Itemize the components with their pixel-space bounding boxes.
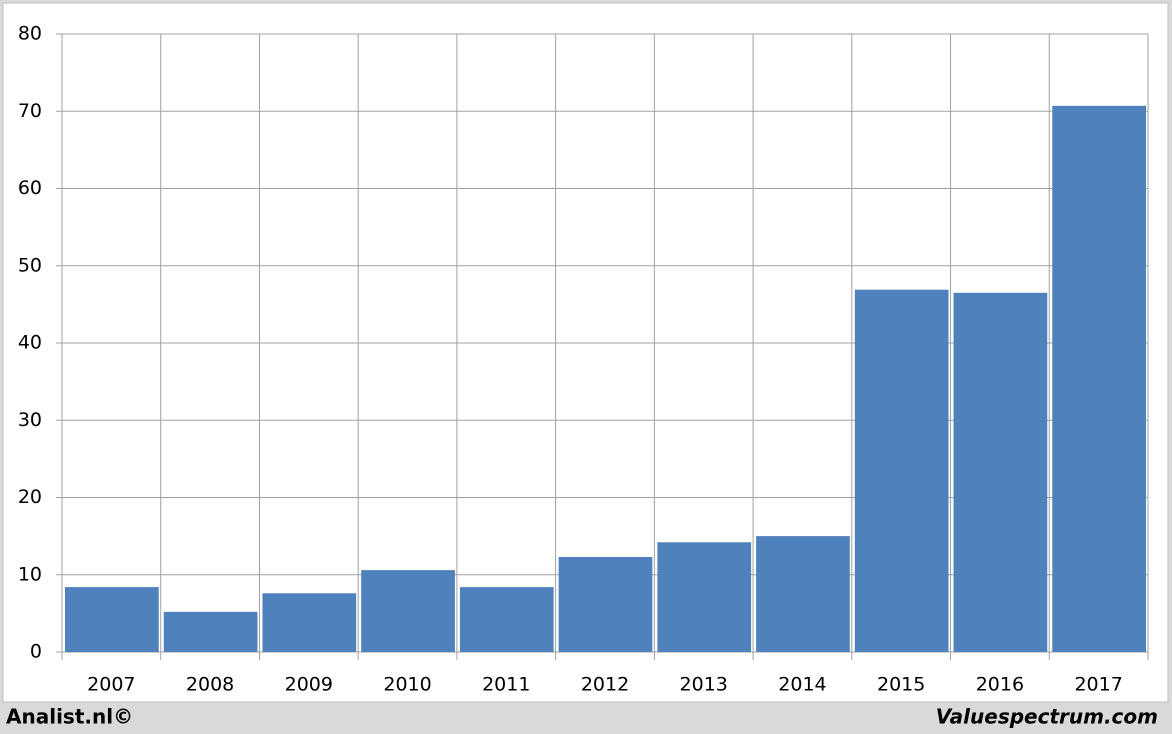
bar: [1052, 105, 1146, 652]
x-tick-label: 2007: [87, 674, 135, 696]
bar: [459, 587, 554, 652]
bar: [163, 611, 258, 652]
footer-left: Analist.nl©: [6, 705, 133, 729]
x-tick-label: 2013: [680, 674, 728, 696]
y-tick-label: 20: [18, 486, 42, 508]
x-tick-label: 2015: [877, 674, 925, 696]
x-tick-label: 2016: [976, 674, 1024, 696]
bar: [262, 593, 357, 652]
x-tick-label: 2017: [1074, 674, 1122, 696]
y-tick-label: 10: [18, 563, 42, 585]
y-tick-label: 70: [18, 100, 42, 122]
bar: [756, 536, 850, 652]
bar: [558, 556, 653, 652]
x-tick-label: 2008: [186, 674, 234, 696]
y-tick-label: 40: [18, 332, 42, 354]
y-tick-label: 50: [18, 254, 42, 276]
x-tick-label: 2014: [778, 674, 826, 696]
bar: [854, 289, 949, 652]
x-tick-label: 2009: [285, 674, 333, 696]
y-tick-label: 30: [18, 409, 42, 431]
bar: [953, 292, 1048, 652]
y-tick-label: 0: [30, 641, 42, 663]
y-tick-label: 60: [18, 177, 42, 199]
y-tick-label: 80: [18, 23, 42, 45]
bar: [361, 570, 455, 652]
footer-right: Valuespectrum.com: [936, 705, 1158, 729]
chart-layer: 0 10 20 30 40 50 60 70 80 2007 2008 2009 2010 2011 201…: [18, 23, 1149, 696]
bar: [65, 587, 159, 652]
x-tick-label: 2012: [581, 674, 629, 696]
x-tick-label: 2010: [383, 674, 431, 696]
bar: [657, 542, 752, 652]
x-tick-label: 2011: [482, 674, 530, 696]
